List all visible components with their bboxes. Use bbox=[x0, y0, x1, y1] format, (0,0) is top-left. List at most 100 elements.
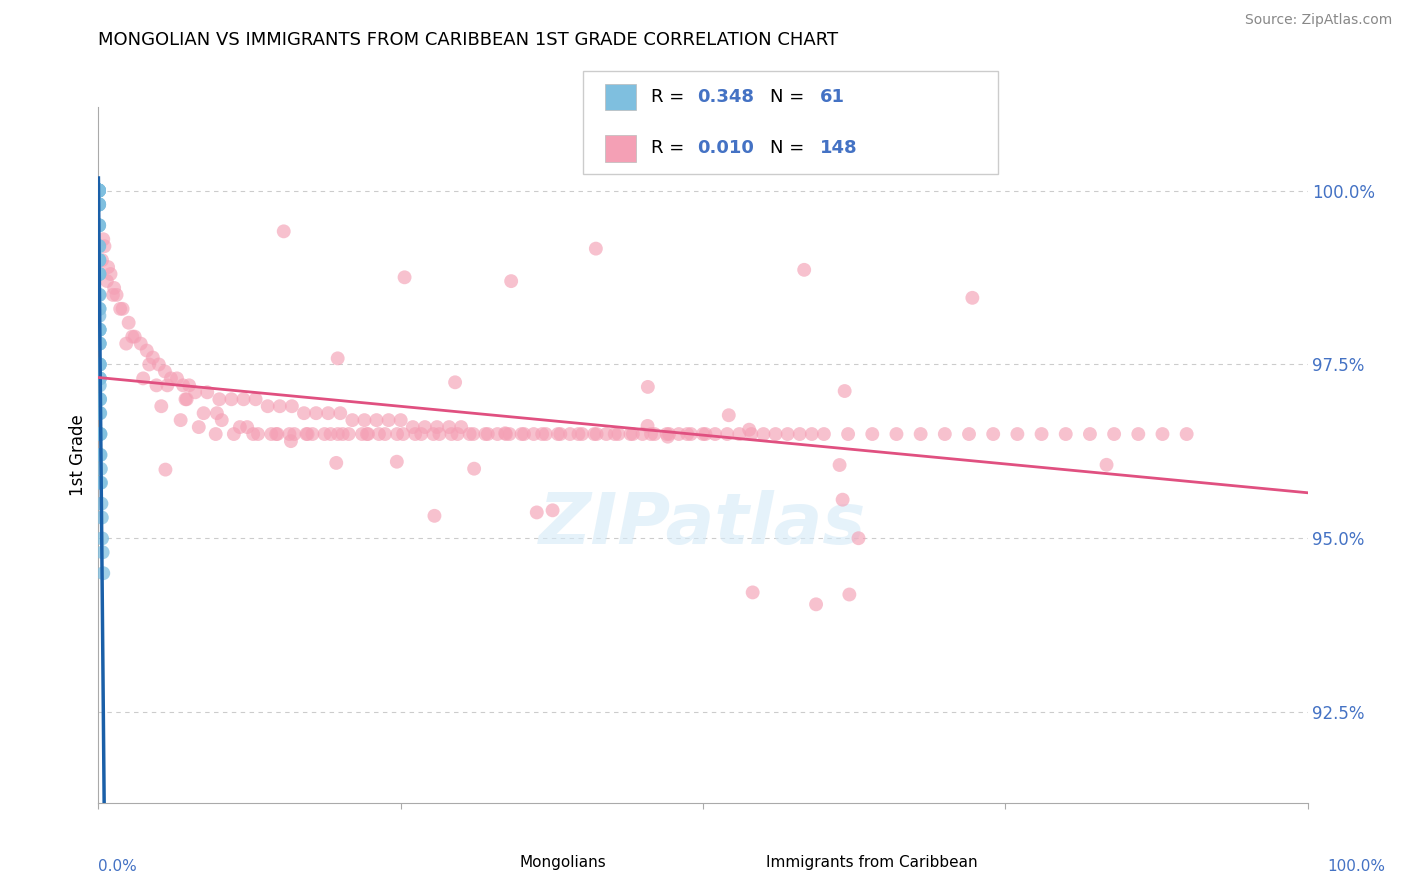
Point bbox=[89, 427, 111, 442]
Point bbox=[463, 427, 485, 442]
Point bbox=[558, 427, 581, 442]
Point bbox=[752, 427, 775, 442]
Point bbox=[97, 260, 120, 274]
Point bbox=[640, 427, 662, 442]
Point bbox=[89, 378, 111, 392]
Point bbox=[1102, 427, 1125, 442]
Point bbox=[89, 475, 111, 490]
Point bbox=[404, 427, 426, 442]
Text: N =: N = bbox=[770, 88, 810, 106]
Point bbox=[87, 184, 110, 198]
Point bbox=[89, 358, 111, 372]
Point bbox=[278, 427, 301, 442]
Point bbox=[374, 427, 396, 442]
Point bbox=[150, 399, 173, 413]
Point bbox=[89, 309, 111, 323]
Point bbox=[793, 262, 815, 277]
Point bbox=[89, 239, 111, 253]
Point bbox=[89, 336, 111, 351]
Point bbox=[89, 371, 111, 385]
Point bbox=[89, 323, 111, 337]
Text: R =: R = bbox=[651, 139, 690, 157]
Point bbox=[89, 371, 111, 385]
Point bbox=[87, 184, 110, 198]
Point bbox=[1175, 427, 1198, 442]
Point bbox=[637, 380, 659, 394]
Point bbox=[245, 392, 267, 407]
Point bbox=[526, 505, 548, 519]
Point bbox=[129, 336, 152, 351]
Point bbox=[247, 427, 270, 442]
Point bbox=[145, 378, 167, 392]
Point bbox=[297, 427, 319, 442]
Point bbox=[184, 385, 207, 400]
Point bbox=[738, 423, 761, 437]
Point bbox=[269, 399, 291, 413]
Point bbox=[495, 427, 517, 442]
Point bbox=[89, 219, 111, 233]
Point bbox=[89, 219, 111, 233]
Point bbox=[444, 376, 467, 390]
Point bbox=[385, 427, 408, 442]
Point bbox=[111, 301, 134, 316]
Point bbox=[392, 427, 415, 442]
Point bbox=[541, 503, 564, 517]
Point bbox=[89, 267, 111, 281]
Point bbox=[166, 371, 188, 385]
Point bbox=[89, 253, 111, 268]
Point bbox=[89, 288, 111, 302]
Point bbox=[676, 427, 699, 442]
Point bbox=[135, 343, 157, 358]
Point bbox=[105, 288, 128, 302]
Point bbox=[356, 427, 378, 442]
Point bbox=[295, 427, 318, 442]
Point bbox=[422, 427, 444, 442]
Point bbox=[89, 267, 111, 281]
Point bbox=[828, 458, 851, 472]
Point bbox=[329, 406, 352, 420]
Point bbox=[142, 351, 165, 365]
Point bbox=[264, 427, 287, 442]
Point bbox=[838, 587, 860, 601]
Point bbox=[800, 427, 823, 442]
Point bbox=[90, 510, 112, 524]
Point bbox=[121, 329, 143, 343]
Point bbox=[91, 253, 114, 268]
Point bbox=[534, 427, 557, 442]
Point bbox=[89, 358, 111, 372]
Point bbox=[118, 316, 141, 330]
Point bbox=[837, 427, 859, 442]
Point bbox=[193, 406, 215, 420]
Point bbox=[1007, 427, 1029, 442]
Point bbox=[89, 392, 111, 407]
Point bbox=[426, 420, 449, 434]
Point bbox=[377, 413, 399, 427]
Point bbox=[695, 427, 717, 442]
Point bbox=[87, 184, 110, 198]
Point bbox=[292, 406, 315, 420]
Point bbox=[389, 413, 412, 427]
Point bbox=[115, 336, 138, 351]
Point bbox=[513, 427, 536, 442]
Point bbox=[93, 239, 115, 253]
Point bbox=[132, 371, 155, 385]
Point bbox=[89, 336, 111, 351]
Point bbox=[90, 497, 112, 511]
Point bbox=[89, 336, 111, 351]
Point bbox=[934, 427, 956, 442]
Point bbox=[169, 413, 191, 427]
Point bbox=[89, 267, 111, 281]
Point bbox=[342, 413, 364, 427]
Point bbox=[283, 427, 305, 442]
Point bbox=[89, 406, 111, 420]
Point bbox=[319, 427, 342, 442]
Point bbox=[89, 253, 111, 268]
Text: 0.348: 0.348 bbox=[697, 88, 755, 106]
Point bbox=[657, 430, 679, 444]
Point bbox=[314, 427, 336, 442]
Text: Immigrants from Caribbean: Immigrants from Caribbean bbox=[766, 855, 977, 870]
Point bbox=[585, 427, 607, 442]
Point bbox=[89, 323, 111, 337]
Point bbox=[87, 184, 110, 198]
Text: 61: 61 bbox=[820, 88, 845, 106]
